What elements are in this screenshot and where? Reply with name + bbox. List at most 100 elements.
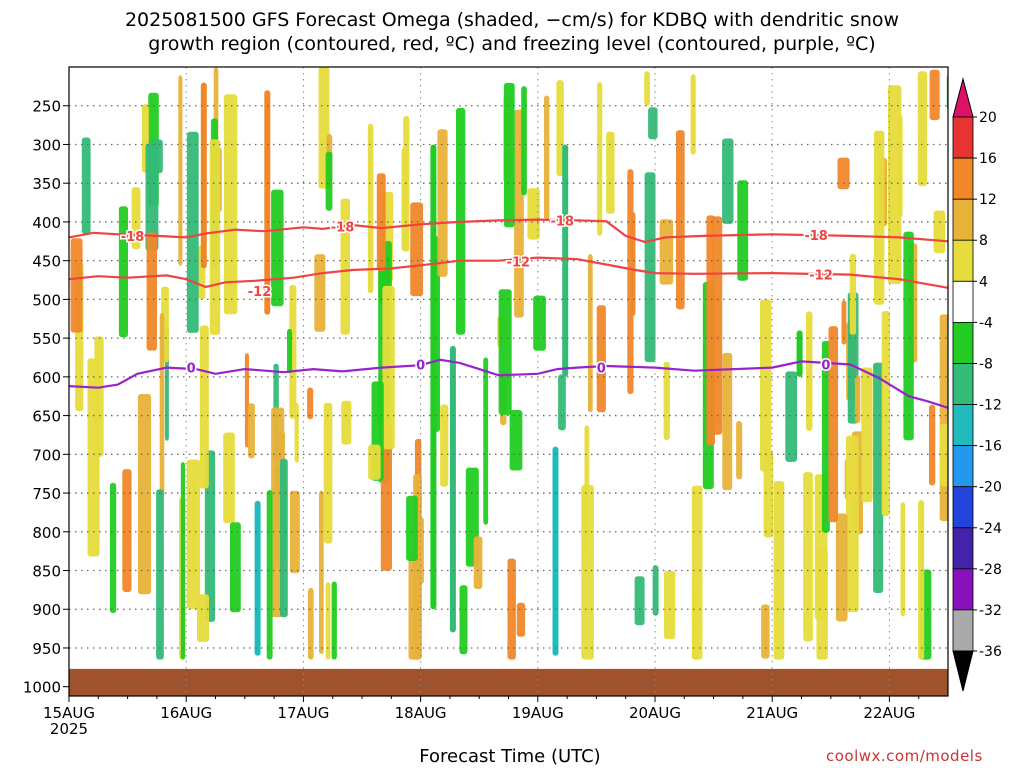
- x-tick-label: 18AUG: [395, 704, 447, 722]
- omega-cell: [509, 410, 523, 471]
- omega-cell: [627, 169, 634, 395]
- colorbar-label: 4: [979, 274, 988, 290]
- omega-cell: [94, 336, 104, 457]
- omega-cell: [473, 536, 483, 589]
- omega-cell: [70, 238, 83, 333]
- colorbar-bottom-arrow: [952, 650, 974, 692]
- omega-cell: [340, 198, 350, 335]
- colorbar-label: -20: [979, 480, 1002, 496]
- colorbar-label: -4: [979, 315, 993, 331]
- omega-cell: [180, 462, 185, 660]
- omega-cell: [325, 151, 333, 211]
- omega-cell: [287, 328, 293, 374]
- colorbar-label: -32: [979, 603, 1002, 619]
- x-tick-label: 17AUG: [277, 704, 329, 722]
- omega-cell: [939, 424, 948, 487]
- y-tick-label: 350: [32, 175, 61, 193]
- omega-cell: [459, 585, 468, 655]
- omega-cell: [533, 295, 546, 351]
- omega-cell: [197, 594, 209, 642]
- site-credit: coolwx.com/models: [826, 747, 983, 765]
- contour-label: 0: [821, 359, 830, 374]
- omega-cell: [503, 82, 515, 228]
- colorbar-segment: [952, 280, 974, 323]
- y-tick-label: 850: [32, 563, 61, 581]
- omega-cell: [821, 340, 830, 533]
- omega-cell: [663, 361, 670, 440]
- omega-core: [254, 500, 261, 656]
- omega-cell: [634, 576, 645, 626]
- omega-cell: [289, 285, 297, 419]
- omega-cell: [191, 474, 196, 576]
- colorbar-segment: [952, 321, 974, 364]
- omega-cell: [367, 123, 374, 294]
- omega-cell: [410, 202, 424, 297]
- omega-cell: [690, 74, 696, 155]
- omega-cell: [109, 482, 117, 614]
- omega-cell: [325, 582, 331, 660]
- omega-cell: [849, 253, 857, 335]
- omega-cell: [122, 469, 132, 592]
- omega-cell: [248, 403, 255, 459]
- omega-cell: [81, 137, 91, 234]
- omega-cell: [761, 604, 770, 659]
- omega-cell: [294, 402, 299, 463]
- omega-cell: [223, 94, 238, 315]
- contour-label: -12: [248, 285, 272, 300]
- chart-title-line1: 2025081500 GFS Forecast Omega (shaded, −…: [124, 9, 900, 31]
- colorbar-segment: [952, 116, 974, 159]
- omega-cell: [131, 187, 141, 250]
- colorbar-segment: [952, 609, 974, 652]
- surface-ground-band: [69, 668, 948, 696]
- omega-cell: [648, 107, 658, 140]
- omega-cell: [664, 570, 676, 640]
- omega-cell: [659, 219, 674, 285]
- omega-cell: [691, 485, 703, 660]
- omega-cell: [527, 188, 540, 240]
- x-tick-label: 2025: [50, 720, 88, 738]
- omega-cell: [323, 402, 333, 544]
- omega-cell: [308, 587, 314, 660]
- omega-cell: [933, 210, 946, 254]
- colorbar-label: -24: [979, 521, 1002, 537]
- omega-cell: [917, 71, 927, 187]
- contour-line--18: [68, 218, 949, 244]
- omega-cell: [722, 138, 734, 224]
- omega-cell: [244, 353, 249, 448]
- omega-cell: [118, 206, 128, 338]
- contour-label: -18: [804, 229, 828, 244]
- omega-cell: [159, 312, 165, 497]
- omega-cell: [319, 490, 324, 654]
- colorbar-label: 12: [979, 192, 997, 208]
- omega-core: [562, 144, 569, 377]
- omega-cell: [837, 157, 850, 190]
- contour-label: -18: [331, 221, 355, 236]
- omega-cell: [401, 147, 408, 252]
- contour-line--12: [68, 256, 949, 289]
- omega-cell: [483, 357, 489, 525]
- y-tick-label: 450: [32, 253, 61, 271]
- y-tick-label: 650: [32, 408, 61, 426]
- x-tick-label: 16AUG: [160, 704, 212, 722]
- colorbar-segment: [952, 239, 974, 282]
- y-tick-label: 400: [32, 214, 61, 232]
- omega-core: [796, 330, 803, 377]
- omega-cell: [806, 311, 813, 431]
- omega-cell: [835, 513, 848, 622]
- omega-cell: [763, 450, 774, 538]
- colorbar-segment: [952, 486, 974, 529]
- y-tick-label: 500: [32, 291, 61, 309]
- colorbar-label: 8: [979, 233, 988, 249]
- colorbar-label: -28: [979, 562, 1002, 578]
- omega-cell: [558, 374, 566, 431]
- omega-cell: [736, 421, 743, 480]
- omega-cell: [581, 485, 594, 660]
- colorbar-label: -16: [979, 439, 1002, 455]
- omega-cell: [341, 400, 352, 445]
- omega-cell: [223, 432, 235, 524]
- omega-cell: [271, 189, 284, 307]
- omega-cell: [156, 489, 164, 660]
- omega-cell: [368, 444, 381, 480]
